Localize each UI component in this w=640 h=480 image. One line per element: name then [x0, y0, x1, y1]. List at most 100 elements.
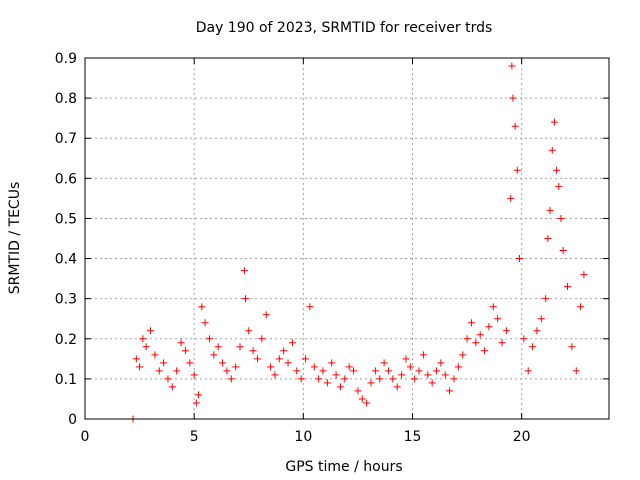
data-point-marker — [419, 351, 427, 359]
data-point-marker — [568, 343, 576, 351]
data-point-marker — [323, 379, 331, 387]
data-point-marker — [249, 347, 257, 355]
data-point-marker — [275, 355, 283, 363]
data-point-marker — [173, 367, 181, 375]
data-point-marker — [398, 371, 406, 379]
data-point-marker — [358, 395, 366, 403]
data-point-marker — [271, 371, 279, 379]
data-point-marker — [494, 315, 502, 323]
data-point-marker — [210, 351, 218, 359]
y-axis-label: SRMTID / TECUs — [7, 182, 23, 295]
y-tick-label: 0.6 — [55, 171, 77, 187]
data-point-marker — [564, 283, 572, 291]
data-point-marker — [544, 235, 552, 242]
data-point-marker — [441, 371, 449, 379]
data-point-marker — [319, 367, 327, 375]
x-tick-label: 15 — [404, 429, 422, 445]
data-point-marker — [350, 367, 358, 375]
data-point-marker — [485, 323, 493, 331]
data-point-marker — [557, 214, 565, 222]
y-tick-label: 0.5 — [55, 211, 77, 227]
data-point-marker — [315, 375, 323, 383]
data-point-marker — [520, 335, 528, 343]
data-point-marker — [147, 327, 154, 335]
data-point-marker — [227, 375, 235, 383]
data-point-marker — [467, 319, 475, 327]
data-point-marker — [181, 347, 189, 355]
data-point-marker — [548, 146, 556, 154]
data-point-marker — [168, 383, 176, 391]
data-point-marker — [393, 383, 401, 391]
data-point-marker — [280, 347, 288, 355]
data-point-marker — [284, 359, 292, 367]
data-point-marker — [577, 303, 585, 311]
data-point-marker — [459, 351, 467, 359]
y-tick-label: 0.1 — [55, 372, 77, 388]
data-point-marker — [376, 375, 384, 383]
data-point-marker — [341, 375, 349, 383]
data-point-marker — [533, 327, 541, 335]
data-point-marker — [537, 315, 545, 323]
data-point-marker — [253, 355, 261, 363]
data-point-marker — [297, 375, 305, 383]
data-point-marker — [424, 371, 432, 379]
data-point-marker — [245, 327, 253, 335]
data-point-marker — [288, 339, 296, 347]
data-point-marker — [190, 371, 198, 379]
data-point-marker — [367, 379, 375, 387]
data-point-marker — [476, 331, 484, 339]
data-point-marker — [509, 94, 517, 102]
data-point-marker — [192, 399, 200, 407]
data-point-marker — [155, 367, 163, 375]
data-point-marker — [363, 399, 371, 407]
tick-labels: 0 5 10 15 20 0 0.1 0.2 0.3 0.4 0.5 0.6 0.7 0.8 0.9 — [55, 51, 531, 445]
x-tick-label: 5 — [190, 429, 199, 445]
data-point-marker — [450, 375, 458, 383]
axis-ticks — [84, 57, 609, 420]
data-point-marker — [472, 339, 480, 347]
data-point-marker — [555, 182, 563, 190]
data-point-marker — [437, 359, 445, 367]
data-point-marker — [380, 359, 388, 367]
data-point-marker — [446, 387, 454, 395]
data-point-marker — [428, 379, 436, 387]
y-tick-label: 0.2 — [55, 332, 77, 348]
y-tick-label: 0.9 — [55, 51, 77, 67]
data-point-marker — [454, 363, 462, 371]
data-point-marker — [354, 387, 362, 395]
data-point-marker — [550, 118, 558, 126]
data-point-marker — [411, 375, 419, 383]
data-point-marker — [546, 206, 554, 214]
y-tick-label: 0.4 — [55, 252, 77, 268]
data-point-marker — [542, 295, 550, 303]
data-point-marker — [136, 363, 144, 371]
data-point-marker — [241, 295, 249, 303]
y-tick-label: 0 — [68, 412, 77, 428]
x-tick-label: 0 — [81, 429, 90, 445]
data-point-marker — [201, 319, 209, 327]
plot-area-frame — [84, 57, 610, 420]
data-point-marker — [524, 367, 532, 375]
data-point-marker — [406, 363, 414, 371]
data-point-marker — [258, 335, 266, 343]
data-point-marker — [302, 355, 310, 363]
data-point-marker — [384, 367, 392, 375]
data-point-marker — [489, 303, 497, 311]
x-axis-label: GPS time / hours — [285, 459, 402, 475]
data-point-marker — [186, 359, 194, 367]
y-tick-label: 0.3 — [55, 292, 77, 308]
data-point-marker — [402, 355, 410, 363]
data-point-marker — [481, 347, 489, 355]
data-point-marker — [214, 343, 222, 351]
data-point-marker — [508, 62, 516, 70]
y-tick-label: 0.8 — [55, 91, 77, 107]
data-point-marker — [389, 375, 397, 383]
data-point-marker — [262, 311, 270, 319]
data-point-marker — [139, 335, 147, 343]
data-point-marker — [498, 339, 506, 347]
data-point-marker — [572, 367, 580, 375]
data-point-marker — [219, 359, 227, 367]
data-point-marker — [177, 339, 185, 347]
data-point-marker — [328, 359, 336, 367]
chart-title: Day 190 of 2023, SRMTID for receiver trd… — [196, 20, 493, 36]
